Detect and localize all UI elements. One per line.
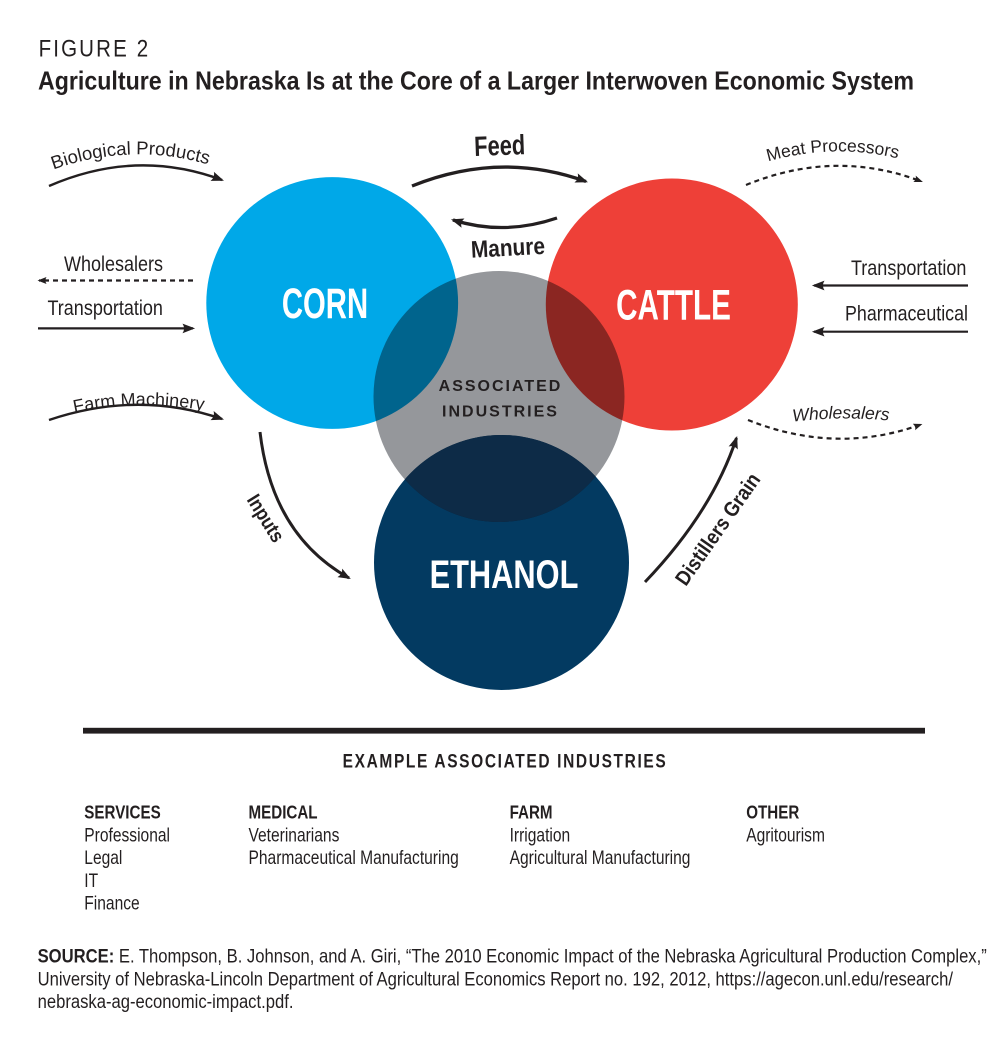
svg-text:Transportation: Transportation (47, 296, 162, 320)
svg-text:Wholesalers: Wholesalers (791, 402, 890, 425)
svg-text:FIGURE 2: FIGURE 2 (39, 35, 151, 62)
svg-text:EXAMPLE ASSOCIATED INDUSTRIES: EXAMPLE ASSOCIATED INDUSTRIES (343, 750, 668, 772)
svg-text:Farm Machinery: Farm Machinery (71, 389, 206, 416)
svg-text:OTHER: OTHER (746, 802, 799, 823)
svg-text:Pharmaceutical Manufacturing: Pharmaceutical Manufacturing (249, 847, 459, 869)
svg-text:Pharmaceutical: Pharmaceutical (845, 302, 968, 326)
svg-text:Finance: Finance (84, 892, 139, 914)
svg-text:Agricultural Manufacturing: Agricultural Manufacturing (510, 847, 691, 869)
svg-text:Professional: Professional (84, 824, 170, 846)
svg-text:Distillers Grain: Distillers Grain (671, 469, 765, 590)
svg-text:Veterinarians: Veterinarians (249, 824, 340, 846)
svg-text:Biological Products: Biological Products (48, 137, 213, 173)
svg-text:CATTLE: CATTLE (616, 282, 731, 329)
svg-text:Agritourism: Agritourism (746, 824, 825, 846)
svg-text:Agriculture in Nebraska Is at: Agriculture in Nebraska Is at the Core o… (38, 67, 914, 95)
svg-text:FARM: FARM (510, 802, 553, 823)
svg-text:Legal: Legal (84, 847, 122, 869)
svg-text:MEDICAL: MEDICAL (249, 802, 318, 823)
svg-text:Meat Processors: Meat Processors (764, 135, 902, 165)
svg-text:ASSOCIATED: ASSOCIATED (439, 378, 563, 395)
svg-text:Feed: Feed (474, 130, 526, 163)
svg-text:University of Nebraska-Lincoln: University of Nebraska-Lincoln Departmen… (38, 968, 953, 989)
svg-text:IT: IT (84, 869, 98, 891)
svg-text:nebraska-ag-economic-impact.pd: nebraska-ag-economic-impact.pdf. (38, 991, 294, 1012)
svg-text:CORN: CORN (282, 281, 368, 328)
svg-text:Wholesalers: Wholesalers (64, 252, 163, 276)
svg-text:Inputs: Inputs (243, 490, 290, 546)
svg-text:Transportation: Transportation (851, 257, 966, 281)
svg-text:Manure: Manure (470, 233, 545, 264)
svg-text:ETHANOL: ETHANOL (430, 553, 579, 597)
svg-text:SERVICES: SERVICES (84, 802, 160, 823)
svg-text:INDUSTRIES: INDUSTRIES (442, 404, 559, 421)
svg-text:SOURCE: E. Thompson, B. Johnso: SOURCE: E. Thompson, B. Johnson, and A. … (38, 945, 987, 966)
svg-text:Irrigation: Irrigation (510, 824, 571, 846)
